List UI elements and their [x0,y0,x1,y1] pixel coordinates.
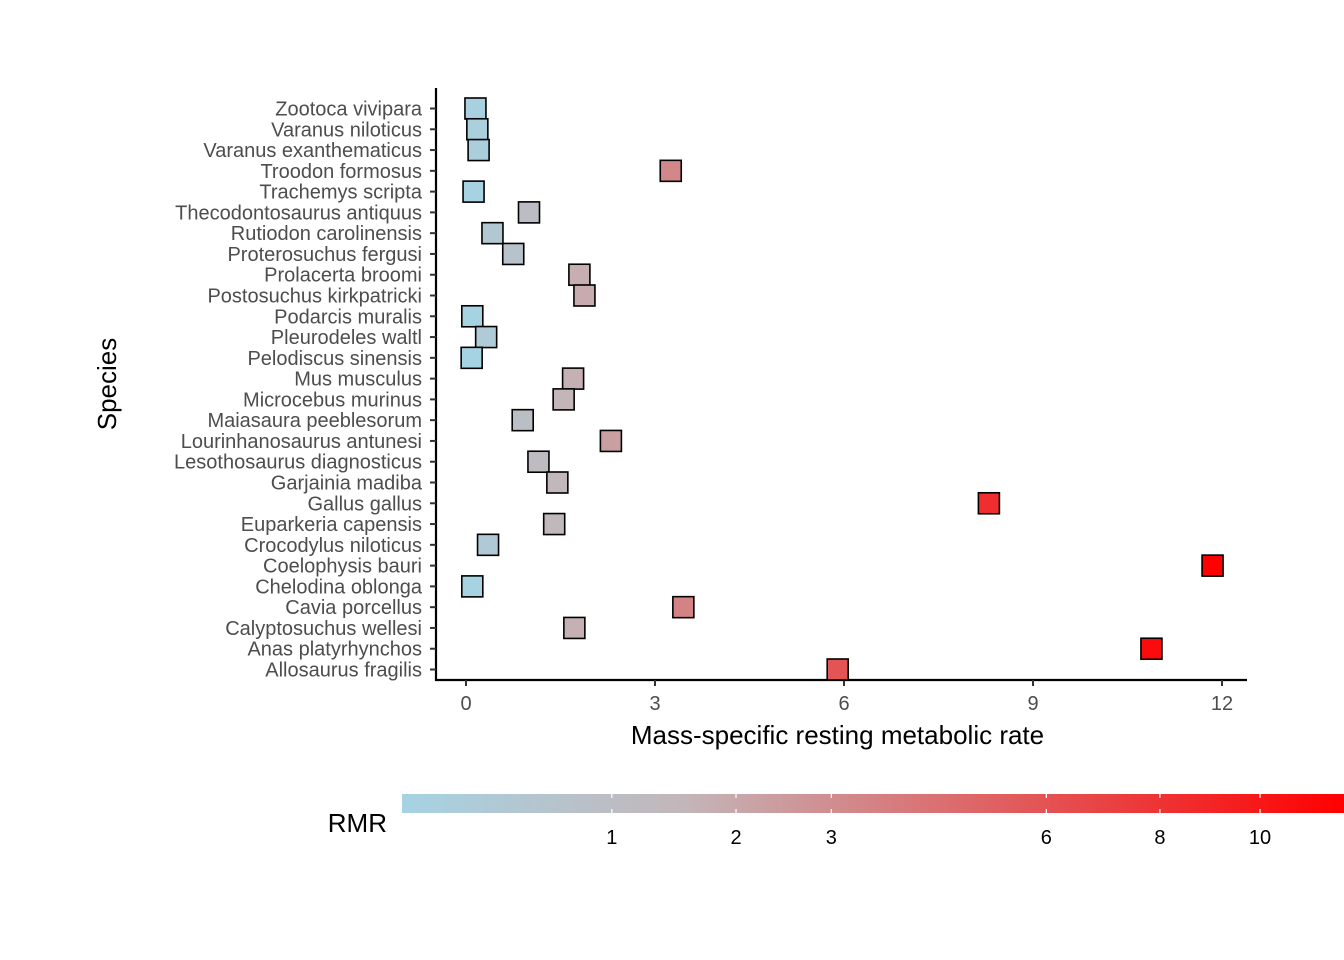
legend-tick-label: 10 [1249,827,1271,849]
y-tick-label: Crocodylus niloticus [244,535,422,557]
data-point [474,325,498,349]
y-tick-label: Coelophysis bauri [263,556,422,578]
legend-tick-label: 6 [1041,827,1052,849]
data-point [568,263,591,287]
data-point [460,304,484,328]
legend-tick-label: 2 [730,827,741,849]
x-tick-label: 9 [1027,693,1038,715]
y-tick-label: Maiasaura peeblesorum [207,410,422,432]
data-point [1140,637,1163,661]
data-point [1201,554,1224,577]
y-tick-label: Chelodina oblonga [255,576,423,598]
data-point [561,367,585,390]
y-tick-label: Podarcis muralis [274,306,422,328]
legend-colorbar [402,794,1344,813]
data-point [563,616,586,640]
data-point [511,408,535,432]
y-tick-label: Zootoca vivipara [275,99,423,121]
legend-tick-label: 8 [1154,827,1165,849]
data-point [462,180,485,203]
y-tick-label: Calyptosuchus wellesi [225,618,422,640]
y-tick-label: Anas platyrhynchos [247,639,422,661]
x-axis-title: Mass-specific resting metabolic rate [631,720,1044,750]
data-point [517,201,541,224]
data-point [481,221,504,245]
data-points [460,97,1224,681]
y-tick-label: Cavia porcellus [285,597,422,619]
y-tick-label: Rutiodon carolinensis [231,223,422,245]
data-point [501,242,525,266]
data-point [460,575,484,598]
data-point [826,658,850,681]
y-tick-label: Postosuchus kirkpatricki [207,286,422,308]
y-tick-label: Varanus niloticus [271,119,422,141]
y-tick-label: Lourinhanosaurus antunesi [181,431,422,453]
data-point [464,97,487,120]
data-point [460,346,483,370]
x-tick-label: 3 [649,693,660,715]
data-point [542,512,566,536]
color-legend: RMR 1 2 3 6 8 10 [328,794,1344,849]
data-point [466,117,489,141]
y-tick-label: Allosaurus fragilis [265,660,422,682]
data-point [546,471,569,494]
data-point [527,450,550,474]
legend-tick-label: 3 [826,827,837,849]
x-tick-label: 12 [1211,693,1233,715]
y-tick-label: Varanus exanthematicus [203,140,422,162]
data-point [476,533,500,557]
data-point [599,429,623,453]
x-tick-label: 6 [838,693,849,715]
data-point [573,284,596,307]
y-tick-label: Thecodontosaurus antiquus [175,202,422,224]
y-axis-title: Species [92,338,122,431]
y-tick-label: Troodon formosus [260,161,422,183]
data-point [552,388,575,411]
y-tick-label: Lesothosaurus diagnosticus [174,452,422,474]
y-tick-label: Mus musculus [294,369,422,391]
y-tick-label: Proterosuchus fergusi [227,244,422,266]
y-tick-label: Garjainia madiba [271,473,423,495]
y-tick-label: Microcebus murinus [243,389,422,411]
data-point [672,595,695,619]
y-tick-label: Pelodiscus sinensis [247,348,422,370]
data-point [977,491,1001,515]
data-point [659,159,683,183]
y-tick-label: Gallus gallus [307,493,422,515]
y-tick-label: Pleurodeles waltl [271,327,422,349]
y-tick-label: Euparkeria capensis [241,514,422,536]
data-point [467,138,490,162]
x-tick-label: 0 [460,693,471,715]
y-tick-label: Trachemys scripta [259,182,423,204]
y-tick-label: Prolacerta broomi [264,265,422,287]
x-axis: 0 3 6 9 12 [435,678,1247,715]
legend-tick-label: 1 [606,827,617,849]
legend-title: RMR [328,808,387,838]
